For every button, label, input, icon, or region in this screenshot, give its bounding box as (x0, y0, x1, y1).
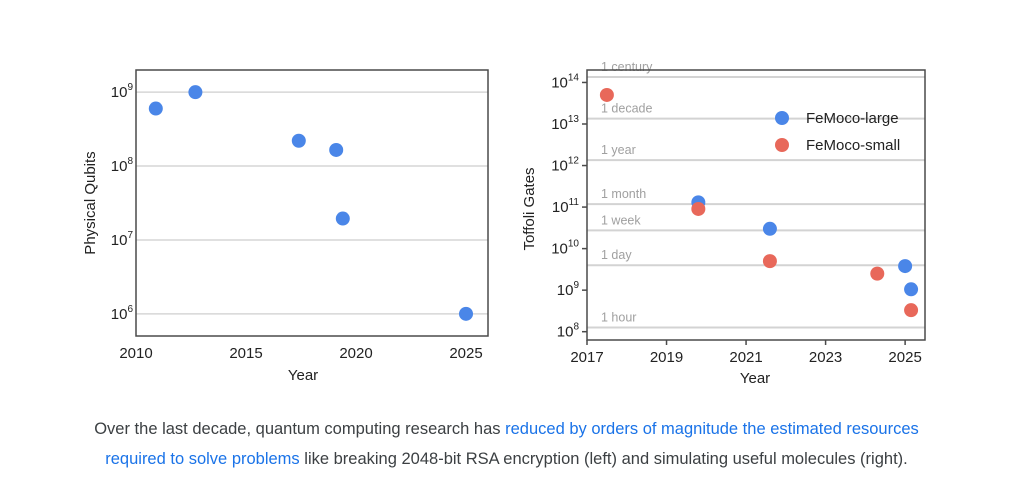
left-y-tick-label: 108 (111, 156, 134, 175)
legend-marker (775, 138, 789, 152)
right-data-point (762, 254, 777, 269)
left-y-tick-label: 109 (111, 82, 134, 101)
right-data-point (870, 266, 885, 281)
right-data-point (904, 282, 919, 297)
right-data-point (762, 221, 777, 236)
left-y-tick-label: 107 (111, 230, 134, 249)
right-data-points (599, 87, 919, 318)
right-y-tick-label: 1010 (551, 239, 579, 258)
right-y-axis-label: Toffoli Gates (521, 167, 538, 250)
right-data-point (599, 87, 614, 102)
right-legend: FeMoco-large FeMoco-small (775, 110, 900, 154)
right-time-line-label: 1 year (601, 143, 636, 157)
left-gridlines (136, 91, 488, 315)
left-data-point (291, 133, 306, 148)
right-data-point (691, 201, 706, 216)
legend-label: FeMoco-large (806, 110, 899, 127)
left-x-tick-label: 2020 (339, 345, 372, 362)
left-data-point (329, 142, 344, 157)
right-plot-frame (586, 69, 926, 341)
right-time-line-label: 1 decade (601, 102, 652, 116)
right-y-tick-label: 1011 (552, 197, 580, 216)
right-y-tick-label: 1013 (551, 114, 579, 133)
caption-text-start: Over the last decade, quantum computing … (94, 420, 506, 438)
right-time-line-label: 1 day (601, 248, 632, 262)
right-x-tick-label: 2019 (650, 349, 683, 366)
right-time-line-label: 1 century (601, 60, 653, 74)
left-x-tick-label: 2010 (119, 345, 152, 362)
right-time-line-label: 1 month (601, 187, 646, 201)
left-x-tick-label: 2025 (449, 345, 482, 362)
legend-marker (775, 111, 789, 125)
left-plot-frame (135, 69, 489, 337)
right-x-axis-label: Year (740, 370, 770, 387)
left-data-point (148, 101, 163, 116)
right-time-line-label: 1 week (601, 213, 641, 227)
left-data-point (188, 85, 203, 100)
caption-text-end: like breaking 2048-bit RSA encryption (l… (299, 450, 908, 468)
caption-link-line2[interactable]: required to solve problems (105, 450, 300, 468)
right-tick-labels: 108 109 1010 1011 1012 1013 1014 2017 2019 2021 20… (551, 72, 922, 366)
right-time-lines: 1 century 1 decade 1 year 1 month 1 week 1 da… (587, 60, 925, 329)
legend-label: FeMoco-small (806, 137, 900, 154)
left-x-axis-label: Year (288, 367, 318, 384)
left-data-points (148, 85, 473, 321)
left-y-tick-label: 106 (111, 304, 134, 323)
right-y-tick-label: 1012 (551, 156, 579, 175)
right-y-tick-label: 108 (557, 322, 580, 341)
right-data-point (898, 259, 913, 274)
physical-qubits-chart: 106 107 108 109 2010 2015 2020 2025 Year Physic… (82, 60, 926, 387)
left-data-point (459, 306, 473, 321)
right-y-tick-label: 1014 (551, 72, 579, 91)
right-x-tick-label: 2023 (809, 349, 842, 366)
left-tick-labels: 106 107 108 109 2010 2015 2020 2025 (111, 82, 483, 362)
right-time-line-label: 1 hour (601, 311, 636, 325)
caption-link-line1[interactable]: reduced by orders of magnitude the estim… (505, 420, 919, 438)
right-x-tick-label: 2017 (570, 349, 603, 366)
left-y-axis-label: Physical Qubits (82, 151, 99, 254)
right-y-tick-label: 109 (557, 280, 580, 299)
right-data-point (904, 303, 919, 318)
left-x-tick-label: 2015 (229, 345, 262, 362)
figure-caption: Over the last decade, quantum computing … (0, 414, 1013, 474)
left-data-point (335, 211, 350, 226)
right-x-tick-label: 2021 (729, 349, 762, 366)
right-x-tick-label: 2025 (888, 349, 921, 366)
